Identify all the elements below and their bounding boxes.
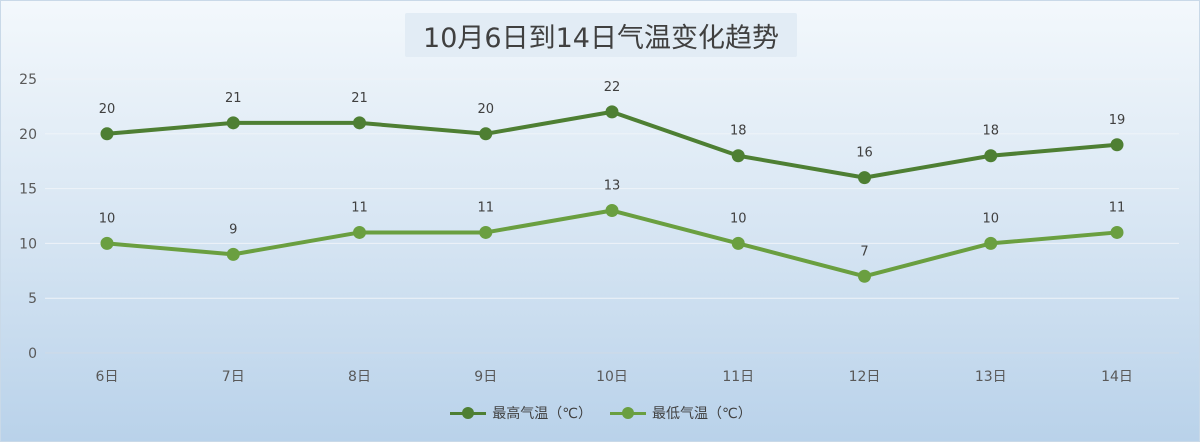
data-label: 13 [604, 179, 621, 194]
data-label: 9 [229, 222, 237, 237]
x-tick-label: 10日 [596, 369, 628, 385]
x-tick-label: 8日 [348, 369, 371, 385]
legend-item: 最高气温（℃） [450, 403, 592, 423]
y-tick-label: 20 [19, 127, 37, 143]
chart-title-box: 10月6日到14日气温变化趋势 [405, 13, 797, 57]
data-point [731, 236, 745, 250]
legend-label: 最高气温（℃） [492, 406, 592, 422]
data-label: 21 [351, 91, 368, 106]
y-tick-label: 15 [19, 182, 37, 198]
data-label: 22 [604, 80, 621, 95]
data-point [226, 116, 240, 130]
data-label: 20 [99, 102, 116, 117]
data-point [1110, 138, 1124, 152]
data-point [100, 236, 114, 250]
x-tick-label: 11日 [722, 369, 754, 385]
data-label: 20 [477, 102, 494, 117]
data-point [984, 236, 998, 250]
legend-swatch [610, 407, 646, 419]
data-point [984, 149, 998, 163]
data-label: 10 [982, 211, 999, 226]
y-tick-label: 5 [28, 291, 37, 307]
data-point [605, 105, 619, 119]
data-label: 18 [982, 124, 999, 139]
x-tick-label: 13日 [975, 369, 1007, 385]
data-label: 18 [730, 124, 747, 139]
x-tick-label: 6日 [96, 369, 119, 385]
data-point [100, 127, 114, 141]
y-tick-label: 25 [19, 72, 37, 88]
data-label: 16 [856, 146, 873, 161]
x-tick-label: 14日 [1101, 369, 1133, 385]
data-label: 10 [99, 211, 116, 226]
chart-legend: 最高气温（℃） 最低气温（℃） [1, 401, 1200, 425]
x-tick-label: 12日 [849, 369, 881, 385]
data-point [353, 225, 366, 239]
data-point [858, 171, 871, 185]
series-line [105, 109, 1119, 180]
data-label: 11 [1109, 200, 1126, 215]
data-label: 11 [351, 200, 368, 215]
legend-label: 最低气温（℃） [652, 406, 752, 422]
data-point [1110, 225, 1124, 239]
data-label: 7 [860, 244, 868, 259]
data-point [605, 204, 619, 218]
legend-item: 最低气温（℃） [610, 403, 752, 423]
data-point [479, 127, 493, 141]
data-point [858, 269, 871, 283]
data-point [226, 247, 240, 261]
legend-swatch [450, 407, 487, 419]
data-label: 10 [730, 211, 747, 226]
chart-title: 10月6日到14日气温变化趋势 [423, 22, 779, 54]
data-label: 21 [225, 91, 242, 106]
data-point [731, 149, 745, 163]
data-label: 11 [477, 200, 494, 215]
data-point [353, 116, 366, 130]
x-tick-label: 9日 [474, 369, 497, 385]
y-tick-label: 0 [28, 346, 37, 362]
x-tick-label: 7日 [222, 369, 245, 385]
data-point [479, 225, 493, 239]
y-tick-label: 10 [19, 236, 37, 252]
data-label: 19 [1109, 113, 1126, 128]
